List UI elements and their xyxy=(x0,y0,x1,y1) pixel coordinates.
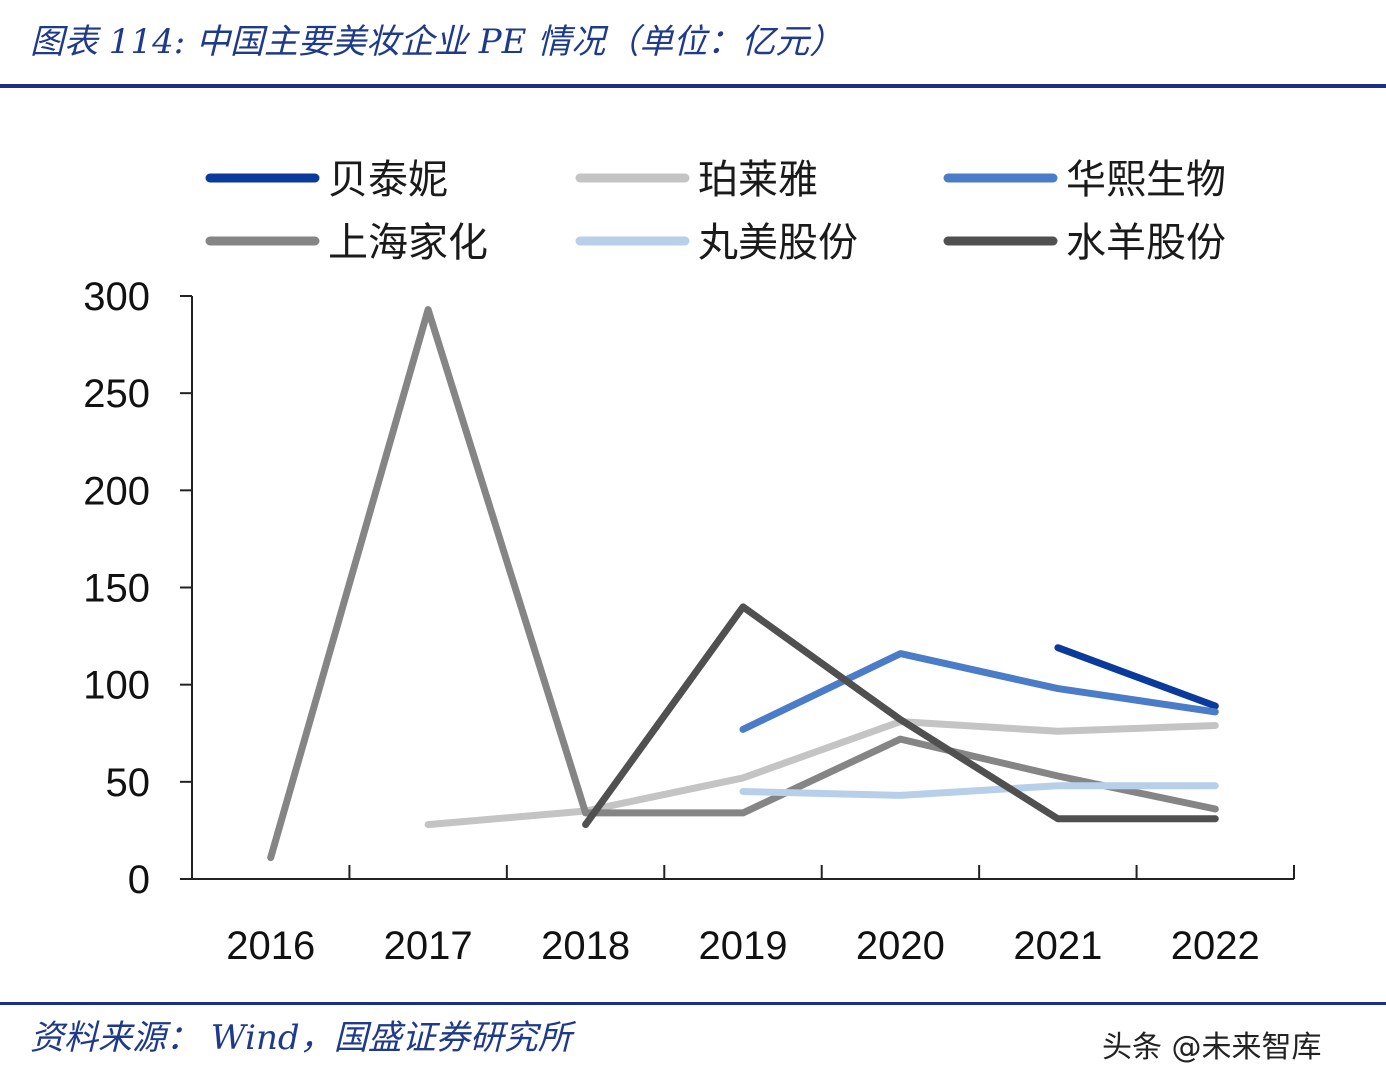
legend-label: 贝泰妮 xyxy=(328,157,448,203)
y-tick-label: 0 xyxy=(128,858,150,902)
y-tick-label: 200 xyxy=(83,469,150,513)
x-tick-label: 2021 xyxy=(1013,924,1102,968)
legend-label: 丸美股份 xyxy=(698,220,858,266)
header-divider xyxy=(0,84,1386,88)
chart-axes: 0 50 100 150 200 250 300 2016 2017 2018 2019 2020 20… xyxy=(83,275,1295,968)
chart-series xyxy=(267,306,1219,862)
series-4-line xyxy=(267,306,1219,862)
source-note: 资料来源： Wind，国盛证券研究所 xyxy=(30,1018,572,1058)
x-tick-label: 2020 xyxy=(856,924,945,968)
x-tick-label: 2017 xyxy=(384,924,473,968)
y-tick-label: 250 xyxy=(83,372,150,416)
series-6-line xyxy=(582,603,1219,829)
series-5-line xyxy=(739,782,1219,799)
x-tick-label: 2018 xyxy=(541,924,630,968)
x-tick-label: 2022 xyxy=(1171,924,1260,968)
y-tick-label: 100 xyxy=(83,664,150,708)
x-tick-label: 2019 xyxy=(699,924,788,968)
series-2-line xyxy=(424,718,1219,829)
legend-label: 上海家化 xyxy=(328,220,488,266)
legend-label: 珀莱雅 xyxy=(698,157,818,203)
legend-label: 华熙生物 xyxy=(1066,157,1226,203)
y-tick-label: 150 xyxy=(83,567,150,611)
watermark: 头条 @未来智库 xyxy=(1102,1030,1322,1065)
footer-divider xyxy=(0,1002,1386,1005)
legend-label: 水羊股份 xyxy=(1066,220,1226,266)
series-1-line xyxy=(1054,644,1219,710)
y-tick-label: 300 xyxy=(83,275,150,319)
x-tick-label: 2016 xyxy=(226,924,315,968)
figure-title: 图表 114: 中国主要美妆企业 PE 情况（单位：亿元） xyxy=(30,22,844,62)
series-3-line xyxy=(739,650,1219,733)
y-tick-label: 50 xyxy=(106,761,151,805)
